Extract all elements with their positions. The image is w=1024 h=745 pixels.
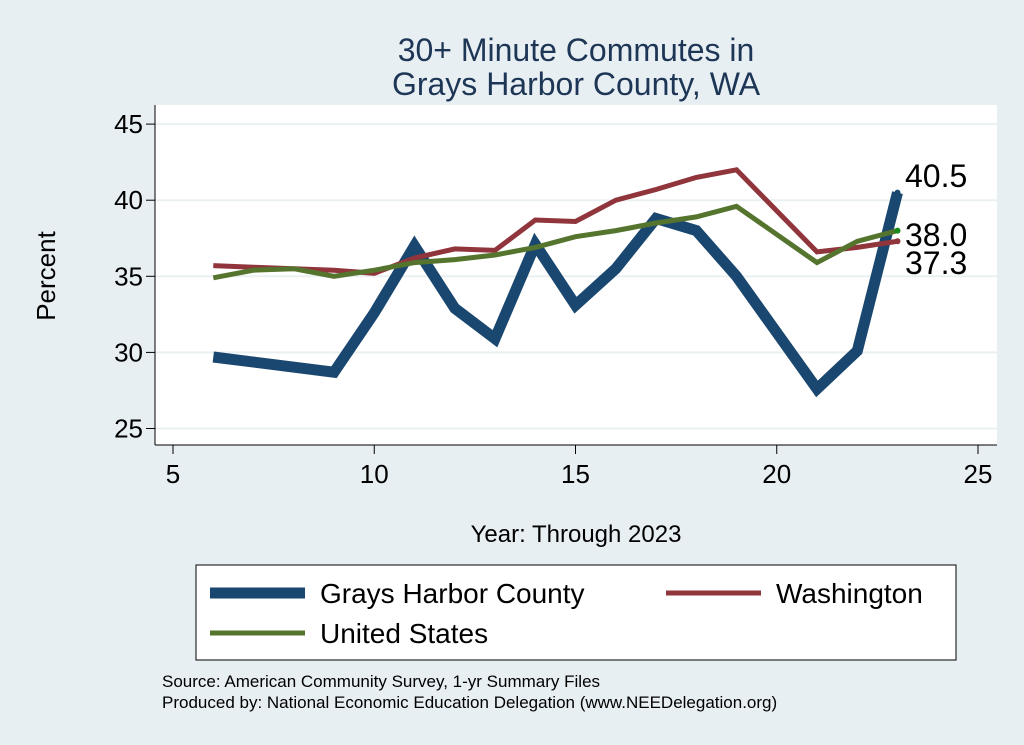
legend-label-grays-harbor: Grays Harbor County	[320, 578, 585, 609]
x-axis-label: Year: Through 2023	[471, 521, 682, 548]
series-end-point-united-states	[894, 227, 901, 234]
series-line-grays-harbor-county	[212, 191, 903, 398]
x-tick-label-25: 25	[964, 459, 993, 489]
series-line-washington	[213, 167, 898, 276]
source-line-2: Produced by: National Economic Education…	[162, 693, 777, 712]
y-tick-label-35: 35	[114, 261, 143, 291]
series-line-united-states	[212, 203, 899, 281]
x-tick-label-10: 10	[360, 459, 389, 489]
chart-title-line-1: 30+ Minute Commutes in	[398, 32, 755, 68]
chart-title: 30+ Minute Commutes in Grays Harbor Coun…	[392, 32, 761, 102]
series-end-point-grays-harbor-county	[894, 189, 901, 196]
series-end-point-washington	[894, 238, 901, 245]
x-tick-label-20: 20	[762, 459, 791, 489]
end-labels: 40.5 38.037.3	[905, 158, 967, 281]
plot-area	[155, 105, 997, 445]
legend-box	[195, 564, 957, 661]
y-tick-label-45: 45	[114, 109, 143, 139]
legend-label-washington: Washington	[776, 578, 923, 609]
tick-labels: 25 30 35 40 45 5 10 15 20 25	[114, 109, 992, 489]
y-tick-label-30: 30	[114, 337, 143, 367]
source-line-1: Source: American Community Survey, 1-yr …	[162, 672, 600, 691]
chart-title-line-2: Grays Harbor County, WA	[392, 66, 761, 102]
y-axis-label: Percent	[31, 230, 61, 320]
legend: Grays Harbor County Washington United St…	[195, 564, 957, 661]
end-label-washington: 37.3	[905, 245, 967, 281]
y-tick-label-40: 40	[114, 185, 143, 215]
series-lines	[212, 167, 903, 398]
legend-label-united-states: United States	[320, 618, 488, 649]
end-label-grays-harbor-county: 40.5	[905, 158, 967, 194]
axes	[146, 105, 997, 454]
x-tick-label-15: 15	[561, 459, 590, 489]
y-tick-label-25: 25	[114, 414, 143, 444]
x-tick-label-5: 5	[166, 459, 180, 489]
end-label-united-states: 38.0	[905, 217, 967, 253]
